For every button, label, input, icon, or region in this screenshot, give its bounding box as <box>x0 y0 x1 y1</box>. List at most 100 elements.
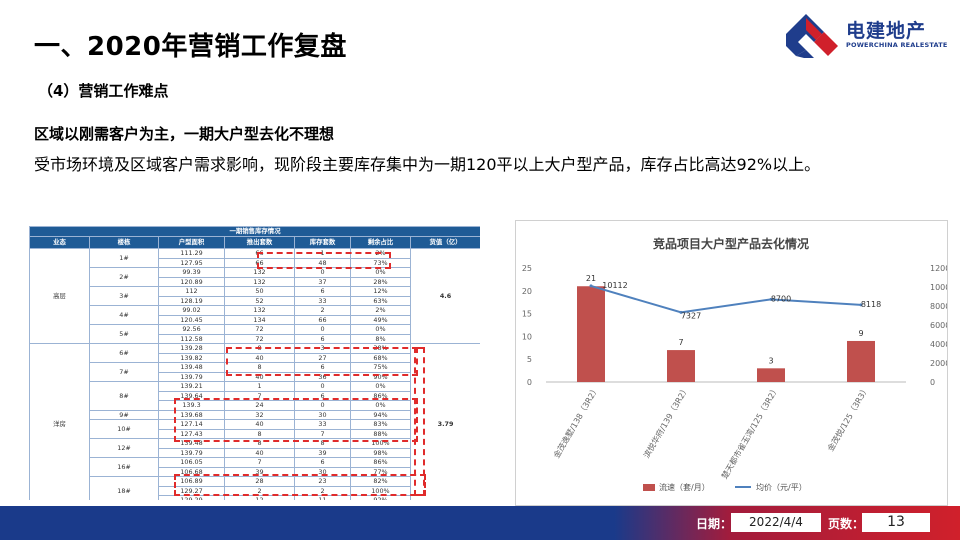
y-right-tick-label: 0 <box>930 378 935 387</box>
table-cell: 139.79 <box>158 371 225 382</box>
table-cell: 7 <box>224 457 295 468</box>
table-row: 4# 99.02 132 2 2% <box>30 305 481 325</box>
logo-mark-icon <box>786 14 838 58</box>
price-point <box>589 284 593 288</box>
table-cell: 132 <box>224 276 295 287</box>
table-cell: 72 <box>224 324 295 335</box>
table-cell: 139.28 <box>158 343 225 354</box>
table-cell: 40 <box>224 447 295 458</box>
y-left-tick-label: 20 <box>522 287 532 296</box>
building-cell: 3# <box>89 286 159 306</box>
table-row: 5# 92.56 72 0 0% <box>30 324 481 344</box>
building-cell: 8# <box>89 381 159 411</box>
legend-bar-label: 流速（套/月） <box>659 482 710 492</box>
table-header-row: 业态 楼栋 户型面积 推出套数 库存套数 剩余占比 货值（亿） <box>29 236 480 249</box>
building-cell: 18# <box>89 476 159 500</box>
key-point: 区域以刚需客户为主，一期大户型去化不理想 <box>34 125 335 143</box>
page-number: 13 <box>862 513 930 532</box>
bar-data-label: 7 <box>678 338 683 347</box>
y-right-tick-label: 6000 <box>930 321 947 330</box>
y-right-tick-label: 2000 <box>930 359 947 368</box>
table-header-cell: 剩余占比 <box>350 236 411 249</box>
table-cell: 72 <box>224 333 295 344</box>
table-cell: 12% <box>350 286 411 297</box>
y-left-tick-label: 25 <box>522 264 532 273</box>
legend-bar-swatch <box>643 484 655 491</box>
bar <box>757 368 785 382</box>
table-cell: 0% <box>350 381 411 392</box>
table-cell: 139.82 <box>158 352 225 363</box>
table-cell: 120.89 <box>158 276 225 287</box>
y-left-tick-label: 5 <box>527 355 532 364</box>
line-data-label: 10112 <box>602 281 627 290</box>
table-cell: 8% <box>350 333 411 344</box>
price-point <box>679 310 683 314</box>
table-header-cell: 库存套数 <box>294 236 351 249</box>
bar-data-label: 3 <box>768 356 773 365</box>
table-cell: 66 <box>294 314 351 325</box>
logo-name-en: POWERCHINA REALESTATE <box>846 41 948 49</box>
table-cell: 86% <box>350 457 411 468</box>
group-value-cell: 4.6 <box>409 248 480 344</box>
section-subtitle: （4）营销工作难点 <box>38 82 169 100</box>
table-cell: 12 <box>224 495 295 500</box>
table-cell: 52 <box>224 295 295 306</box>
building-cell: 1# <box>89 248 159 268</box>
table-cell: 0 <box>294 381 351 392</box>
table-header-cell: 业态 <box>29 236 90 249</box>
date-value: 2022/4/4 <box>731 513 821 532</box>
footer-bar: 日期： 2022/4/4 页数： 13 <box>0 506 960 540</box>
table-cell: 99.02 <box>158 305 225 316</box>
table-cell: 11 <box>294 495 351 500</box>
table-cell: 1 <box>224 381 295 392</box>
building-cell: 9# <box>89 409 159 420</box>
table-cell: 37 <box>294 276 351 287</box>
highlight-box-2 <box>226 347 418 376</box>
property-type-cell: 高层 <box>29 248 90 344</box>
table-cell: 2% <box>350 305 411 316</box>
table-cell: 128.19 <box>158 295 225 306</box>
table-cell: 6 <box>294 333 351 344</box>
bar <box>667 350 695 382</box>
y-right-tick-label: 8000 <box>930 302 947 311</box>
table-caption: 一期销售库存情况 <box>29 226 480 237</box>
y-right-tick-label: 10000 <box>930 283 947 292</box>
body-text: 受市场环境及区域客户需求影响，现阶段主要库存集中为一期120平以上大户型产品，库… <box>34 155 821 174</box>
table-cell: 127.95 <box>158 257 225 268</box>
bar-data-label: 9 <box>858 329 863 338</box>
line-data-label: 8700 <box>771 294 791 303</box>
legend-line-label: 均价（元/平） <box>756 482 807 492</box>
table-row: 139.79 40 39 98% <box>30 447 481 458</box>
highlight-box-4 <box>174 474 426 496</box>
table-cell: 112 <box>158 286 225 297</box>
highlight-box-3 <box>174 398 418 442</box>
building-cell: 10# <box>89 419 159 439</box>
line-data-label: 7327 <box>681 311 701 320</box>
building-cell: 7# <box>89 362 159 382</box>
chart-title: 竞品项目大户型产品去化情况 <box>653 236 809 251</box>
table-cell: 139.21 <box>158 381 225 392</box>
price-point <box>769 297 773 301</box>
table-cell: 6 <box>294 286 351 297</box>
building-cell: 6# <box>89 343 159 363</box>
table-row: 高层 1# 111.29 66 1 2% 4.6 <box>29 248 480 344</box>
date-label: 日期： <box>696 517 733 531</box>
table-cell: 50 <box>224 286 295 297</box>
table-cell: 120.45 <box>158 314 225 325</box>
building-cell: 4# <box>89 305 159 325</box>
chart-canvas: 竞品项目大户型产品去化情况 0 5 10 15 20 25 0 2000 4000 6000 8000… <box>522 236 956 492</box>
table-cell: 2 <box>294 305 351 316</box>
x-tick-label: 楚天都市雀玉湾/125（3R2） <box>719 384 781 481</box>
y-left-tick-label: 0 <box>527 378 532 387</box>
table-row: 9# 139.68 32 30 94% <box>30 409 481 420</box>
building-cell: 16# <box>89 457 159 477</box>
table-row: 18# 106.89 28 23 82% <box>30 476 481 500</box>
x-tick-label: 金茂逸墅/138（3R2） <box>551 384 601 460</box>
y-right-tick-label: 4000 <box>930 340 947 349</box>
table-header-cell: 推出套数 <box>224 236 295 249</box>
table-header-cell: 楼栋 <box>89 236 159 249</box>
price-line <box>590 284 862 314</box>
table-cell: 49% <box>350 314 411 325</box>
table-cell: 0 <box>294 324 351 335</box>
logo-name-cn: 电建地产 <box>846 20 927 42</box>
